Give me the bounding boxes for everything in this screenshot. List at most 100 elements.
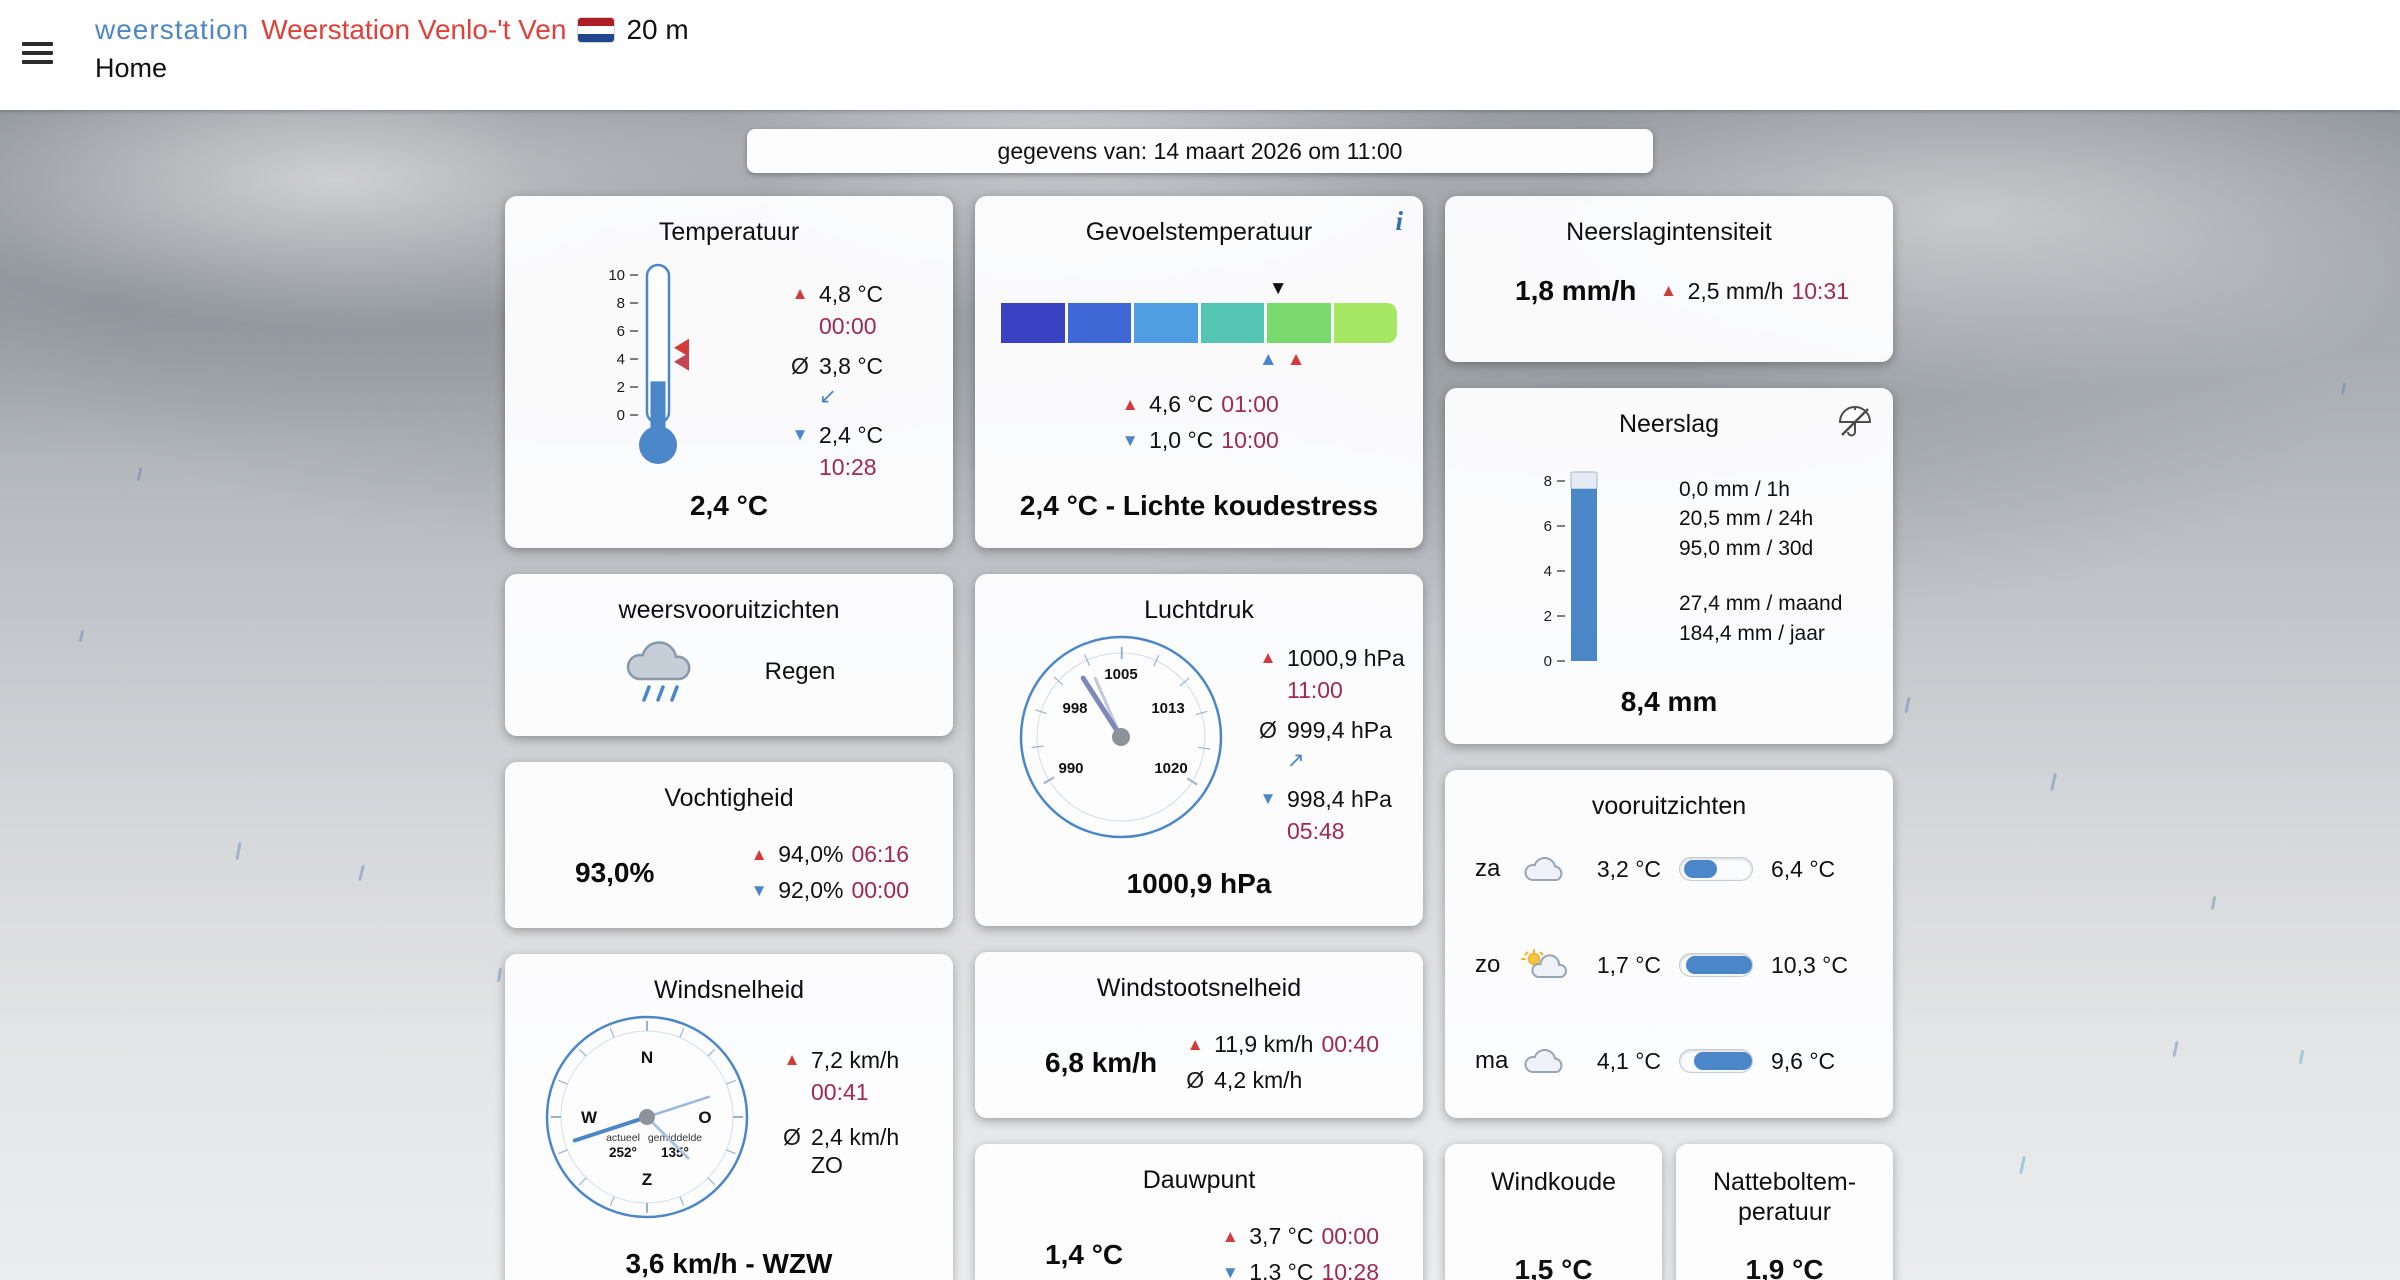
card-feels-like: i Gevoelstemperatuur ▼ ▲ ▲ ▲ 4,6 °C 01:0… [975, 196, 1423, 548]
pressure-stats: ▲ 1000,9 hPa 11:00 Ø 999,4 hPa ↗ ▼ 998,4… [1257, 645, 1405, 847]
forecast-summary-text: Regen [764, 658, 836, 685]
forecast-min-temp: 4,1 °C [1596, 1047, 1661, 1074]
pressure-title: Luchtdruk [1144, 596, 1254, 624]
arrow-up-icon: ▲ [750, 844, 768, 864]
rain-streak [136, 466, 143, 482]
forecast-max-temp: 9,6 °C [1771, 1047, 1836, 1074]
dewpoint-current: 1,4 °C [1045, 1238, 1124, 1270]
temperature-title: Temperatuur [658, 218, 800, 246]
forecast-row-saturday: za 3,2 °C 6,4 °C [1449, 847, 1889, 891]
forecast-range-track [1679, 1049, 1753, 1073]
card-forecast-summary: weersvooruitzichten Regen [505, 574, 953, 736]
precip-chart: 8 6 4 2 0 [1544, 471, 1598, 667]
arrow-up-icon: ▲ [1186, 1034, 1204, 1054]
pressure-body: 1005 998 1013 990 1020 ▲ 1000,9 hPa [975, 627, 1423, 847]
feels-like-min-value: 1,0 °C [1149, 427, 1214, 453]
wind-body: N O Z W actueel 252° gemiddelde 135° [505, 1007, 953, 1227]
svg-text:990: 990 [1058, 760, 1083, 777]
temperature-max-time: 00:00 [819, 312, 877, 339]
humidity-body: 93,0% ▲ 94,0% 06:16 ▼ 92,0% 00:00 [505, 841, 953, 904]
pressure-max-value: 1000,9 hPa [1287, 645, 1405, 671]
average-symbol: Ø [1259, 717, 1277, 744]
svg-text:6: 6 [617, 323, 625, 340]
pressure-current: 1000,9 hPa [1126, 868, 1272, 899]
data-timestamp-bar: gegevens van: 14 maart 2026 om 11:00 [747, 129, 1653, 173]
feels-like-max-value: 4,6 °C [1149, 391, 1214, 417]
feels-like-min: ▼ 1,0 °C 10:00 [1119, 427, 1279, 454]
svg-text:1005: 1005 [1104, 666, 1137, 683]
temperature-min-time: 10:28 [819, 453, 877, 480]
forecast-min-temp: 1,7 °C [1596, 951, 1661, 978]
wetbulb-title: Natteboltem-peratuur [1712, 1168, 1857, 1226]
feels-like-summary: 2,4 °C - Lichte koudestress [1019, 490, 1379, 521]
dewpoint-min-time: 10:28 [1321, 1259, 1379, 1280]
cloud-icon [1521, 1046, 1575, 1076]
data-timestamp-text: gegevens van: 14 maart 2026 om 11:00 [997, 137, 1403, 164]
wind-avg-direction: ZO [811, 1151, 843, 1178]
gust-title: Windstootsnelheid [1096, 974, 1302, 1002]
wind-avg-value: 2,4 km/h [811, 1124, 900, 1151]
humidity-max-value: 94,0% [778, 841, 844, 867]
arrow-down-icon: ▼ [1221, 1262, 1239, 1280]
svg-text:135°: 135° [661, 1145, 689, 1160]
pressure-avg-value: 999,4 hPa [1287, 717, 1392, 744]
pressure-min: ▼ 998,4 hPa 05:48 [1257, 786, 1405, 845]
svg-text:W: W [581, 1108, 598, 1127]
dewpoint-min-value: 1,3 °C [1249, 1259, 1314, 1280]
gust-avg: Ø 4,2 km/h [1184, 1067, 1379, 1094]
temperature-avg: Ø 3,8 °C ↙ [789, 353, 883, 409]
humidity-stats: ▲ 94,0% 06:16 ▼ 92,0% 00:00 [748, 841, 909, 904]
svg-text:1020: 1020 [1154, 760, 1187, 777]
dewpoint-min: ▼ 1,3 °C 10:28 [1219, 1259, 1379, 1280]
gust-stats: ▲ 11,9 km/h 00:40 Ø 4,2 km/h [1184, 1031, 1379, 1094]
sun-cloud-icon [1521, 949, 1575, 981]
temperature-avg-value: 3,8 °C [819, 353, 884, 380]
card-pressure: Luchtdruk 1005 998 1013 990 1020 [975, 574, 1423, 926]
rain-cloud-icon [626, 641, 691, 702]
gust-avg-value: 4,2 km/h [1214, 1067, 1303, 1093]
humidity-max: ▲ 94,0% 06:16 [748, 841, 909, 868]
wind-stats: ▲ 7,2 km/h 00:41 Ø 2,4 km/h ZO [781, 1047, 899, 1227]
windchill-title: Windkoude [1490, 1168, 1617, 1196]
svg-text:actueel: actueel [606, 1132, 640, 1144]
feels-gradient-bar: ▼ ▲ ▲ [1001, 279, 1397, 369]
svg-text:252°: 252° [609, 1145, 637, 1160]
wind-max-time: 00:41 [811, 1078, 869, 1105]
forecast-max-temp: 6,4 °C [1771, 855, 1836, 882]
hamburger-menu-icon[interactable] [22, 42, 53, 69]
humidity-min-value: 92,0% [778, 877, 844, 903]
cloud-icon [1521, 854, 1575, 884]
dewpoint-stats: ▲ 3,7 °C 00:00 ▼ 1,3 °C 10:28 [1219, 1223, 1379, 1280]
svg-text:2: 2 [1544, 608, 1552, 625]
rain-streak [2298, 1049, 2305, 1065]
precip-stat-year: 184,4 mm / jaar [1679, 621, 1825, 645]
info-icon[interactable]: i [1395, 206, 1403, 236]
forecast-summary-title: weersvooruitzichten [618, 596, 840, 624]
dewpoint-body: 1,4 °C ▲ 3,7 °C 00:00 ▼ 1,3 °C 10:28 [975, 1223, 1423, 1280]
precip-stat-month: 27,4 mm / maand [1679, 592, 1843, 616]
nav-home[interactable]: Home [95, 53, 168, 83]
pressure-max-time: 11:00 [1287, 676, 1343, 703]
wind-current: 3,6 km/h - WZW [625, 1248, 833, 1279]
svg-text:4: 4 [617, 351, 625, 368]
temperature-max: ▲ 4,8 °C 00:00 [789, 281, 884, 340]
dewpoint-max: ▲ 3,7 °C 00:00 [1219, 1223, 1379, 1250]
wetbulb-current: 1,9 °C [1745, 1254, 1824, 1280]
umbrella-off-icon [1837, 404, 1873, 445]
forecast-range-track [1679, 953, 1753, 977]
forecast-day-label: za [1475, 855, 1501, 882]
forecast-range-track [1679, 857, 1753, 881]
svg-text:1013: 1013 [1151, 700, 1184, 717]
svg-text:Z: Z [642, 1170, 652, 1189]
precipitation-title: Neerslag [1618, 410, 1720, 438]
average-symbol: Ø [791, 353, 809, 380]
precip-intensity-body: 1,8 mm/h ▲ 2,5 mm/h 10:31 [1445, 275, 1893, 307]
svg-text:gemiddelde: gemiddelde [648, 1132, 702, 1144]
arrow-down-icon: ▼ [1121, 430, 1139, 450]
precip-intensity-max: ▲ 2,5 mm/h 10:31 [1658, 278, 1849, 305]
gust-body: 6,8 km/h ▲ 11,9 km/h 00:40 Ø 4,2 km/h [975, 1031, 1423, 1094]
humidity-min: ▼ 92,0% 00:00 [748, 877, 909, 904]
bottom-card-row: Windkoude 1,5 °C Natteboltem-peratuur 1,… [1445, 1144, 1893, 1280]
card-precipitation: Neerslag 8 6 4 2 0 0,0 mm / 1h 20,5 mm / 24h… [1445, 388, 1893, 744]
